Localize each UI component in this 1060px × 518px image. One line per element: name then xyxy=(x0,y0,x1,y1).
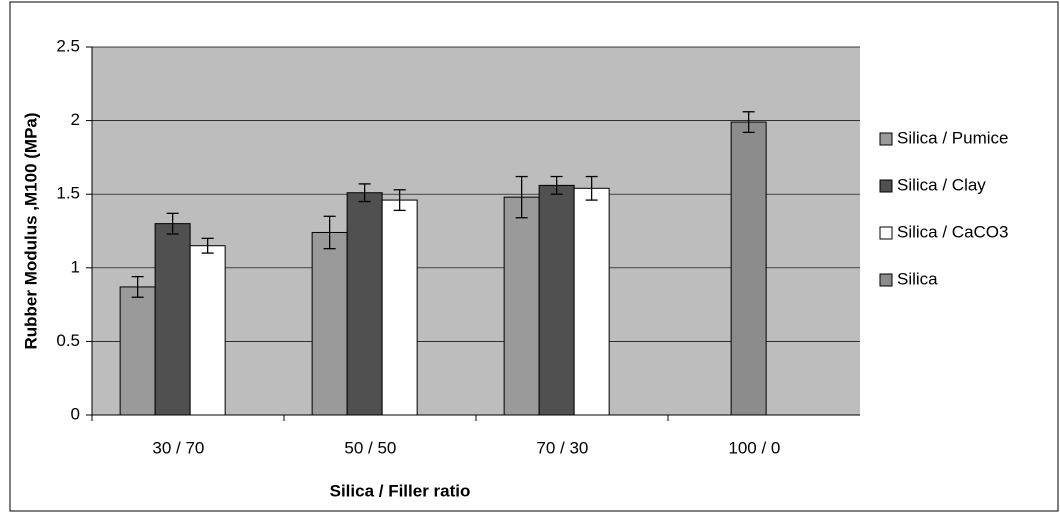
bar xyxy=(155,224,190,415)
y-tick-label: 2.5 xyxy=(56,36,80,55)
bar xyxy=(120,287,155,415)
x-tick-label: 70 / 30 xyxy=(536,438,588,457)
legend-swatch xyxy=(880,133,892,145)
bar xyxy=(731,122,766,415)
y-tick-label: 1 xyxy=(71,257,80,276)
x-tick-label: 100 / 0 xyxy=(728,438,780,457)
legend-swatch xyxy=(880,274,892,286)
legend-swatch xyxy=(880,227,892,239)
legend-label: Silica / CaCO3 xyxy=(897,222,1008,241)
bar xyxy=(312,232,347,415)
chart: Silica / Filler ratio Rubber Modulus ,M1… xyxy=(0,0,1060,513)
bar xyxy=(539,185,574,415)
bar xyxy=(574,188,609,415)
y-tick-label: 2 xyxy=(71,110,80,129)
bar xyxy=(504,197,539,415)
bar xyxy=(382,200,417,415)
legend-swatch xyxy=(880,180,892,192)
y-tick-label: 1.5 xyxy=(56,184,80,203)
legend-label: Silica / Pumice xyxy=(897,128,1008,147)
legend-label: Silica xyxy=(897,269,938,288)
y-tick-label: 0 xyxy=(71,404,80,423)
x-tick-label: 30 / 70 xyxy=(152,438,204,457)
x-tick-label: 50 / 50 xyxy=(344,438,396,457)
y-axis-title: Rubber Modulus ,M100 (MPa) xyxy=(21,112,40,349)
y-tick-label: 0.5 xyxy=(56,331,80,350)
x-axis-title: Silica / Filler ratio xyxy=(330,481,471,500)
legend-label: Silica / Clay xyxy=(897,175,986,194)
bar xyxy=(347,193,382,415)
bar xyxy=(190,246,225,415)
